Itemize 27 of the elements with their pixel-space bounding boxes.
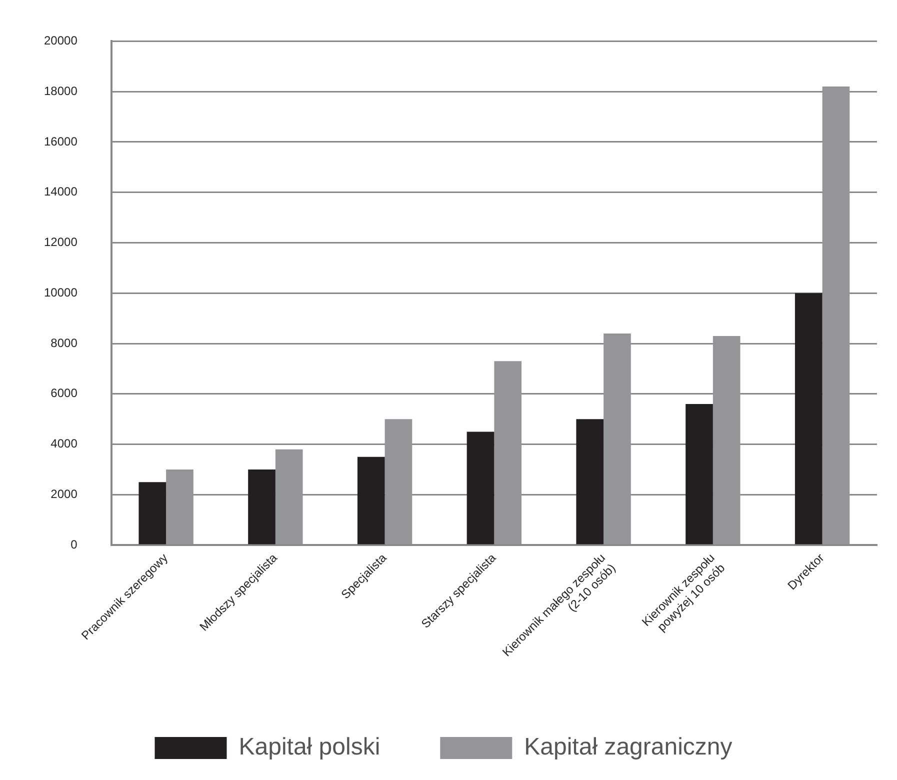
bar — [357, 456, 385, 544]
bar — [794, 293, 822, 544]
bar — [138, 482, 166, 544]
bar — [494, 361, 522, 544]
y-tick-label: 2000 — [50, 486, 78, 501]
y-tick-label: 12000 — [44, 235, 78, 250]
bar — [384, 419, 412, 544]
y-tick-label: 10000 — [44, 285, 78, 300]
y-tick-label: 4000 — [50, 436, 78, 451]
bar — [248, 469, 276, 544]
y-tick-label: 16000 — [44, 134, 78, 148]
y-tick-label: 18000 — [44, 84, 78, 98]
y-tick-label: 8000 — [50, 336, 78, 350]
legend-label: Kapitał zagraniczny — [524, 734, 732, 761]
y-tick-label: 14000 — [44, 184, 78, 199]
bar — [604, 333, 631, 544]
bar — [686, 404, 713, 544]
y-tick-label: 20000 — [44, 34, 78, 48]
bar — [576, 419, 604, 544]
bar — [166, 469, 194, 544]
y-tick-label: 0 — [70, 537, 78, 552]
bar — [712, 336, 740, 544]
bar — [275, 449, 303, 544]
bar — [822, 86, 850, 544]
y-tick-label: 6000 — [50, 386, 78, 400]
legend-label: Kapitał polski — [238, 734, 380, 761]
bar — [466, 432, 494, 544]
